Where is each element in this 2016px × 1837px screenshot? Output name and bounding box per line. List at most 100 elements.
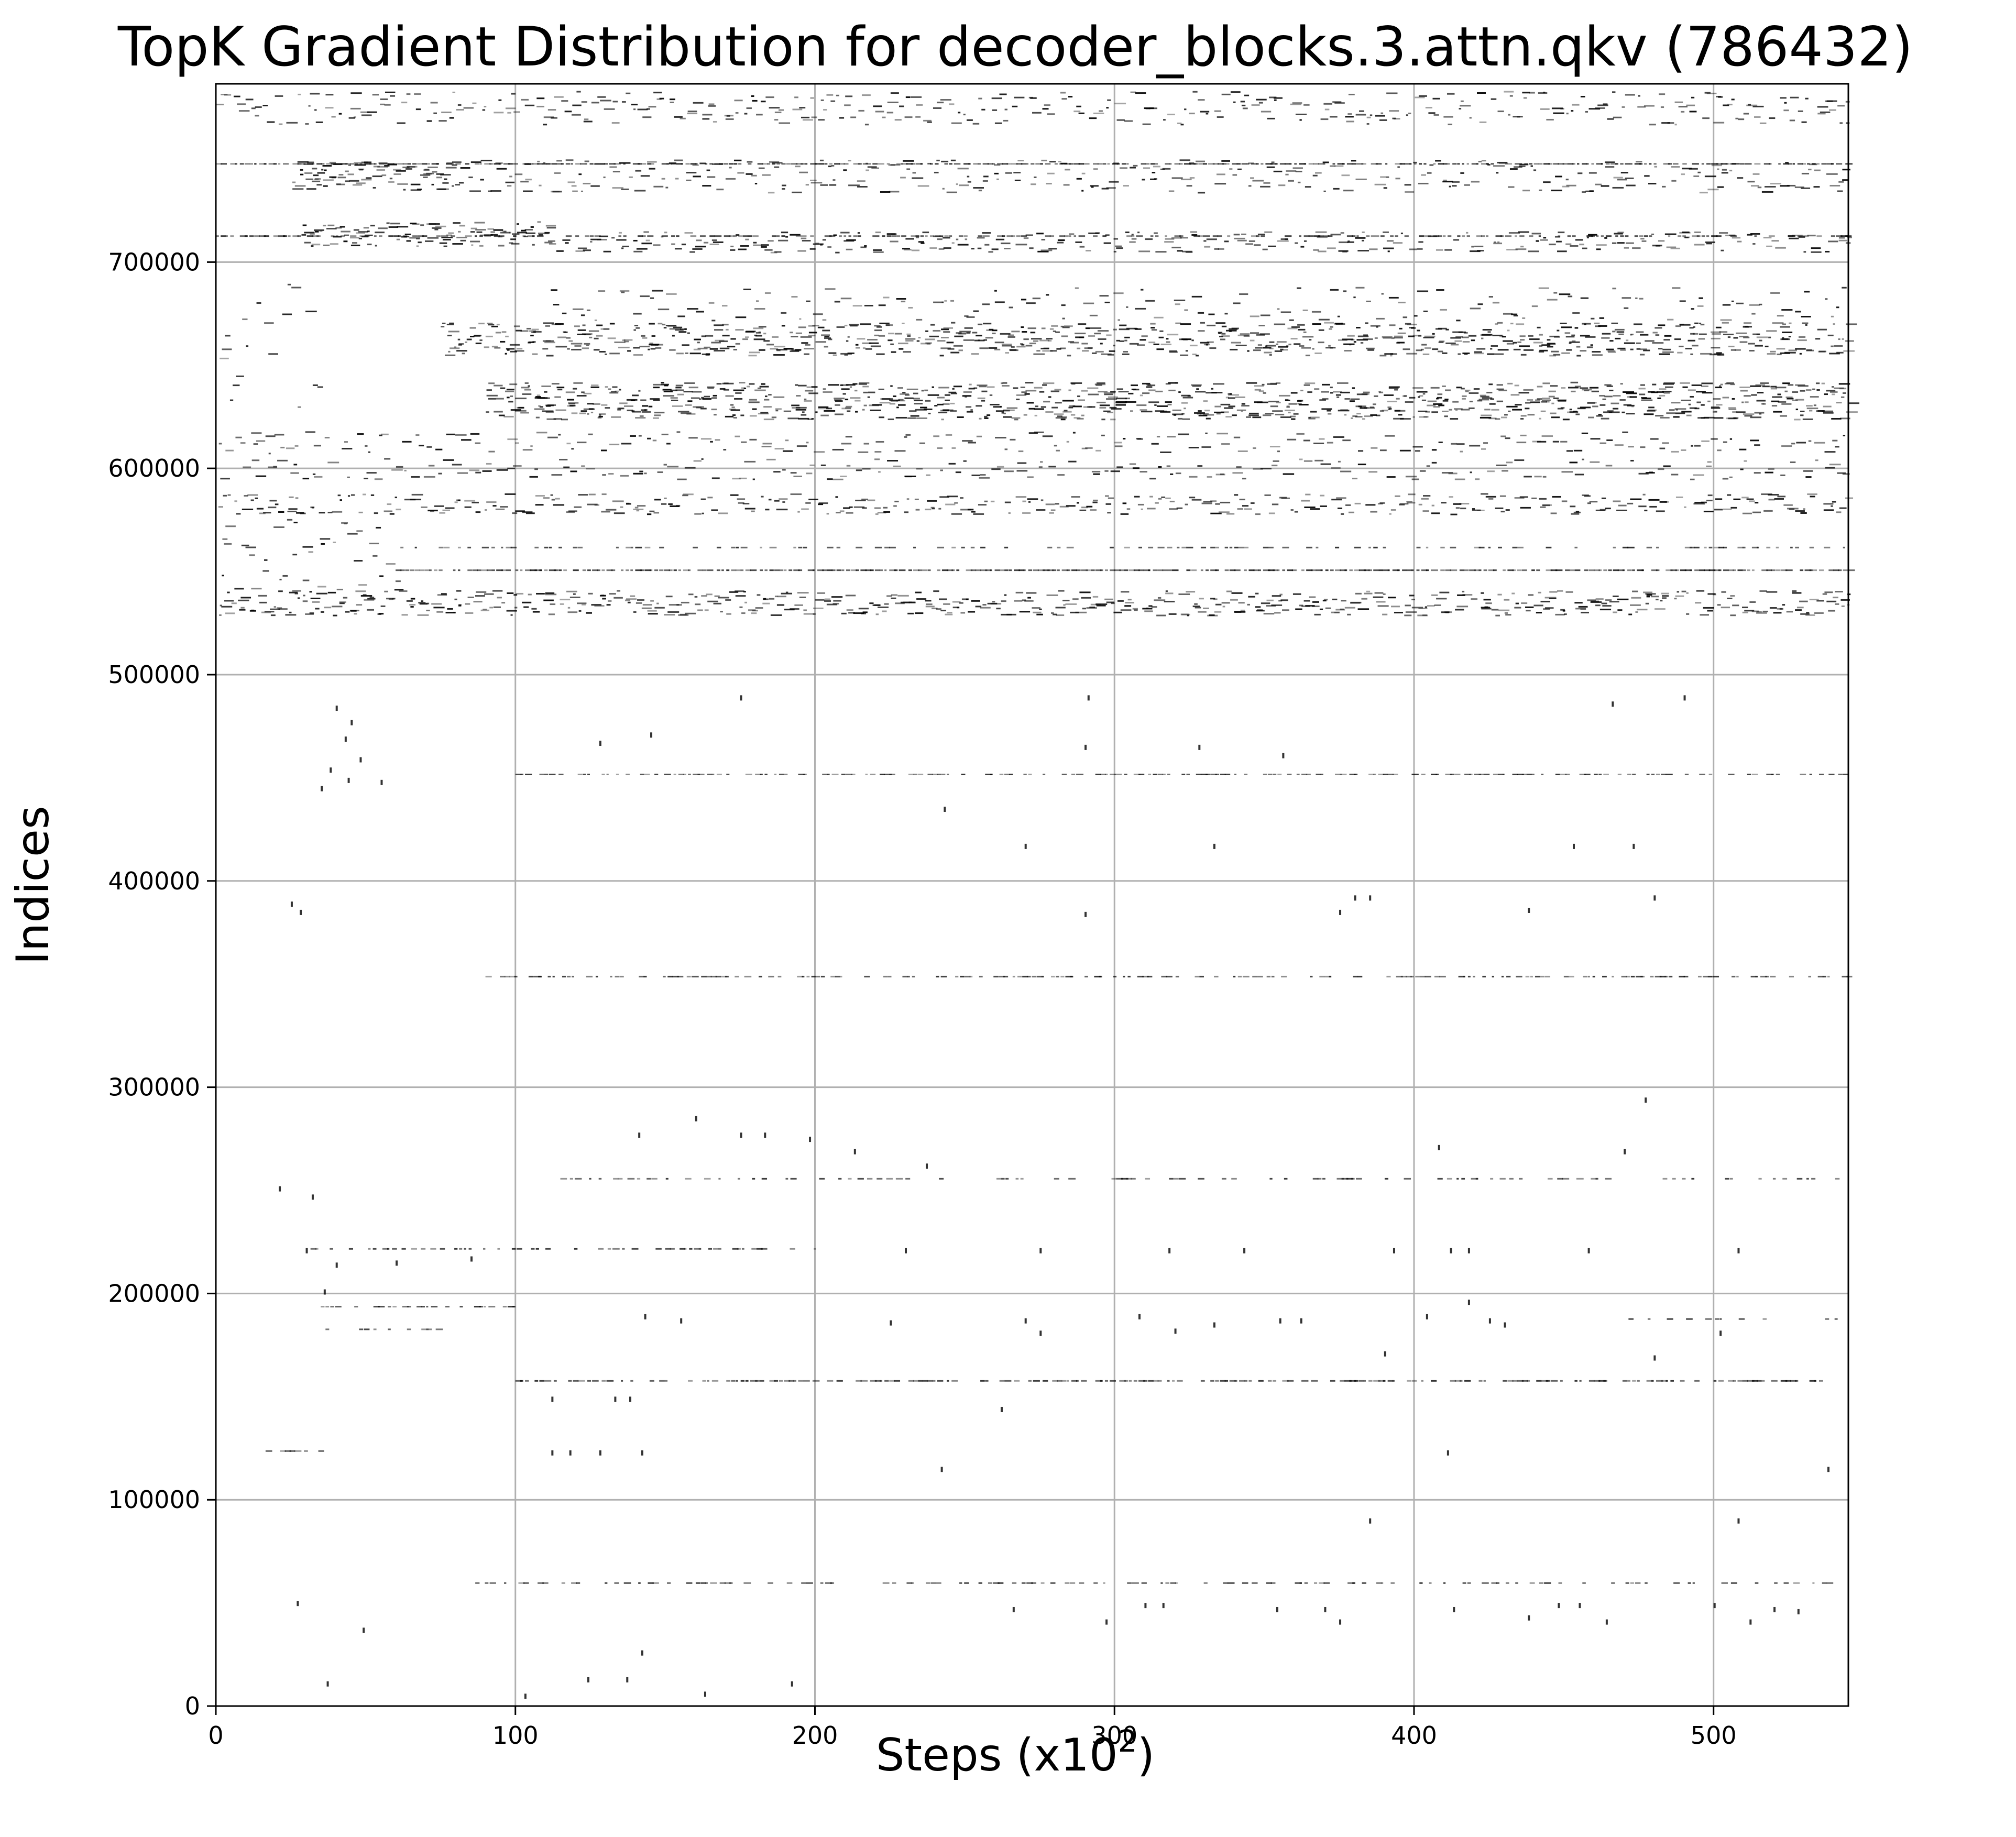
data-point [386,563,396,565]
data-point [1587,502,1591,504]
data-point [728,235,735,237]
data-point [757,594,761,596]
data-point [542,410,554,412]
data-point [971,353,979,355]
data-point [667,466,679,468]
data-point [821,334,830,336]
data-point [911,249,920,251]
data-point [1000,243,1011,245]
data-point [659,97,664,100]
data-point [1696,235,1701,237]
data-point [1678,235,1682,237]
data-point [1730,349,1736,351]
data-point [1366,590,1371,592]
data-point [545,225,556,227]
data-point [1296,433,1305,435]
data-point [932,508,935,510]
data-point [440,174,451,176]
data-point [1604,395,1613,398]
data-point [1098,391,1108,393]
data-point [1375,235,1379,237]
data-point [604,108,615,110]
data-point [1179,159,1190,161]
data-point [1496,400,1504,402]
data-point [494,347,501,349]
data-point [798,326,806,328]
data-point [937,403,944,405]
data-point [921,242,925,244]
data-point [991,468,1001,470]
data-point [1369,406,1375,409]
data-point [922,232,929,234]
data-point [1406,353,1418,355]
data-point [654,499,661,501]
data-point [957,416,964,418]
data-point [1790,461,1796,464]
data-point [326,228,337,230]
data-point [953,386,962,388]
data-point [815,243,819,245]
data-point [1754,235,1757,237]
data-point [1505,163,1513,165]
data-point [918,241,924,243]
data-point [1015,244,1027,246]
data-point [636,510,640,512]
data-point [1641,399,1653,401]
data-point [1068,96,1073,98]
data-point [727,346,736,348]
data-point [925,342,932,344]
data-point [1033,353,1045,355]
data-point [671,243,675,245]
data-point [1671,180,1677,182]
data-point [843,235,847,237]
data-point [500,506,508,508]
data-point [1571,340,1576,342]
data-point [1036,350,1040,352]
data-point [1626,184,1636,186]
data-point [1707,189,1719,191]
data-point [373,166,380,168]
data-point [1308,417,1316,420]
data-point [1662,348,1671,350]
data-point [1201,446,1211,448]
data-point [815,411,818,413]
data-point [441,326,445,328]
data-point [1694,244,1705,246]
data-point [944,235,949,237]
data-point [1798,236,1805,238]
data-point [865,348,872,350]
data-point [1085,447,1093,449]
data-point [350,107,361,109]
data-point [390,223,400,225]
data-point [982,232,991,234]
data-point [1141,508,1143,510]
data-point [1299,119,1302,121]
data-point [303,595,305,597]
data-point [399,590,408,592]
data-point [1440,309,1447,311]
data-point [899,348,904,350]
data-point [904,436,907,438]
data-point [981,390,988,392]
data-point [828,352,837,354]
data-point [1054,413,1064,415]
data-point [1176,507,1183,509]
data-point [791,163,798,165]
data-point [1312,323,1321,325]
data-point [662,324,666,326]
data-point [1792,391,1799,393]
data-point [1405,604,1411,607]
data-point [726,613,731,615]
data-point [1355,114,1366,116]
data-point [1581,432,1588,434]
data-point [1290,509,1294,511]
data-point [762,598,769,600]
data-point [1711,438,1718,440]
data-point [1016,399,1020,401]
data-point [1167,436,1176,438]
data-point [543,497,550,499]
data-point [1104,598,1113,600]
data-point [1754,472,1761,474]
data-point [1064,163,1071,165]
data-point [684,467,696,469]
